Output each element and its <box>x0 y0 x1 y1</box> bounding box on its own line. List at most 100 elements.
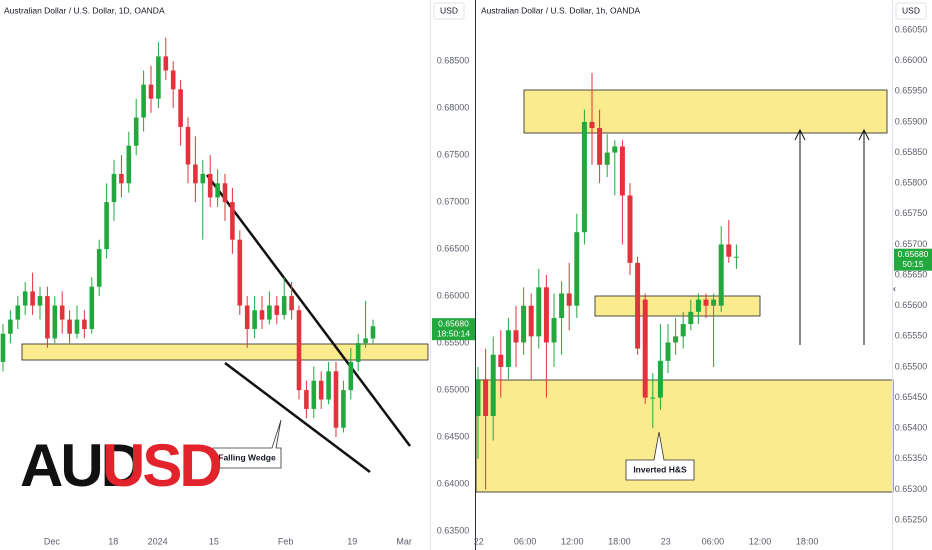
candle-body <box>505 330 511 367</box>
x-tick-label: 18:00 <box>608 536 631 546</box>
candle-body <box>370 326 376 339</box>
currency-badge[interactable] <box>895 2 927 20</box>
candle-body <box>289 296 294 311</box>
x-tick-label: 18:00 <box>796 536 819 546</box>
currency[interactable]: USD <box>902 5 920 15</box>
last-price: 0.65680 <box>898 249 929 259</box>
neckline-zone <box>594 295 761 317</box>
x-tick-label: 2024 <box>148 536 168 546</box>
y-tick-label: 0.66500 <box>437 243 470 253</box>
x-tick-label: 06:00 <box>702 536 725 546</box>
candle-body <box>574 232 580 306</box>
candle-body <box>604 152 610 165</box>
y-tick-label: 0.64500 <box>437 431 470 441</box>
y-tick-label: 0.65000 <box>437 384 470 394</box>
candle-body <box>612 146 618 153</box>
candle-body <box>230 202 235 240</box>
candle-body <box>156 56 161 99</box>
y-tick-label: 0.65800 <box>895 178 928 188</box>
candle-body <box>148 84 154 99</box>
candle-body <box>267 305 272 320</box>
y-tick-label: 0.66000 <box>895 55 928 65</box>
watermark: USD <box>102 432 220 499</box>
y-tick-label: 0.65650 <box>895 269 928 279</box>
candle-body <box>597 128 603 165</box>
candle-body <box>252 310 257 330</box>
candle-body <box>483 379 489 416</box>
target-zone <box>523 89 888 134</box>
candle-body <box>619 146 625 196</box>
x-tick-label: 22 <box>474 536 484 546</box>
x-tick-label: 12:00 <box>561 536 584 546</box>
candle-body <box>711 299 717 306</box>
candle-body <box>627 195 633 263</box>
candle-body <box>141 84 146 118</box>
candle-body <box>244 305 250 330</box>
arrow-head <box>794 128 806 141</box>
candle-body <box>119 173 124 184</box>
candle-body <box>59 305 65 320</box>
y-tick-label: 0.66000 <box>437 290 470 300</box>
candle-body <box>536 287 542 337</box>
candle-body <box>733 256 739 258</box>
candle-body <box>551 317 557 343</box>
wedge-line <box>205 174 412 447</box>
candle-body <box>559 293 565 318</box>
callout <box>212 419 282 469</box>
y-tick-label: 0.65500 <box>895 361 928 371</box>
candle-body <box>589 121 595 129</box>
candle-body <box>304 390 309 409</box>
candle-body <box>281 296 287 315</box>
candle-body <box>126 145 132 184</box>
annotation: Inverted H&S <box>633 464 687 474</box>
arrow-head <box>858 128 870 141</box>
countdown: 18:50:14 <box>437 328 470 338</box>
candle-body <box>718 244 724 306</box>
currency[interactable]: USD <box>440 5 458 15</box>
y-tick-label: 0.64000 <box>437 478 470 488</box>
candle-body <box>543 287 549 343</box>
x-tick-label: Mar <box>396 536 412 546</box>
candle-body <box>22 291 28 306</box>
y-tick-label: 0.65300 <box>895 484 928 494</box>
candle-body <box>498 354 504 367</box>
candle-body <box>274 305 280 315</box>
x-tick-label: 06:00 <box>514 536 537 546</box>
y-tick-label: 0.67500 <box>437 149 470 159</box>
x-tick-label: 18 <box>108 536 118 546</box>
candle-body <box>237 239 243 306</box>
wedge-line <box>224 362 371 473</box>
y-tick-label: 0.65550 <box>895 331 928 341</box>
candle-body <box>96 249 102 287</box>
x-tick-label: 19 <box>347 536 357 546</box>
x-tick-label: Dec <box>44 536 61 546</box>
candle-body <box>581 121 587 233</box>
y-tick-label: 0.68000 <box>437 102 470 112</box>
last-price-box <box>432 318 475 341</box>
candle-body <box>15 305 21 320</box>
y-tick-label: 0.65700 <box>895 239 928 249</box>
y-tick-label: 0.65250 <box>895 515 928 525</box>
candle-body <box>688 311 694 325</box>
y-tick-label: 0.65500 <box>437 337 470 347</box>
candle-body <box>490 354 496 416</box>
candle-body <box>318 380 324 400</box>
axis-toggle[interactable]: ‹ <box>893 283 896 293</box>
x-tick-label: 12:00 <box>749 536 772 546</box>
y-tick-label: 0.65950 <box>895 86 928 96</box>
candle-body <box>185 126 191 165</box>
currency-badge[interactable] <box>433 2 465 20</box>
candle-body <box>635 262 641 349</box>
candle-body <box>521 305 527 343</box>
candle-body <box>163 56 169 71</box>
y-tick-label: 0.65750 <box>895 208 928 218</box>
candle-body <box>311 380 317 409</box>
y-tick-label: 0.67000 <box>437 196 470 206</box>
candle-body <box>67 319 72 334</box>
candle-body <box>37 296 43 306</box>
candle-body <box>333 371 339 428</box>
candle-body <box>259 310 265 320</box>
candle-body <box>178 89 183 127</box>
last-price: 0.65680 <box>438 318 469 328</box>
candle-body <box>513 330 519 343</box>
